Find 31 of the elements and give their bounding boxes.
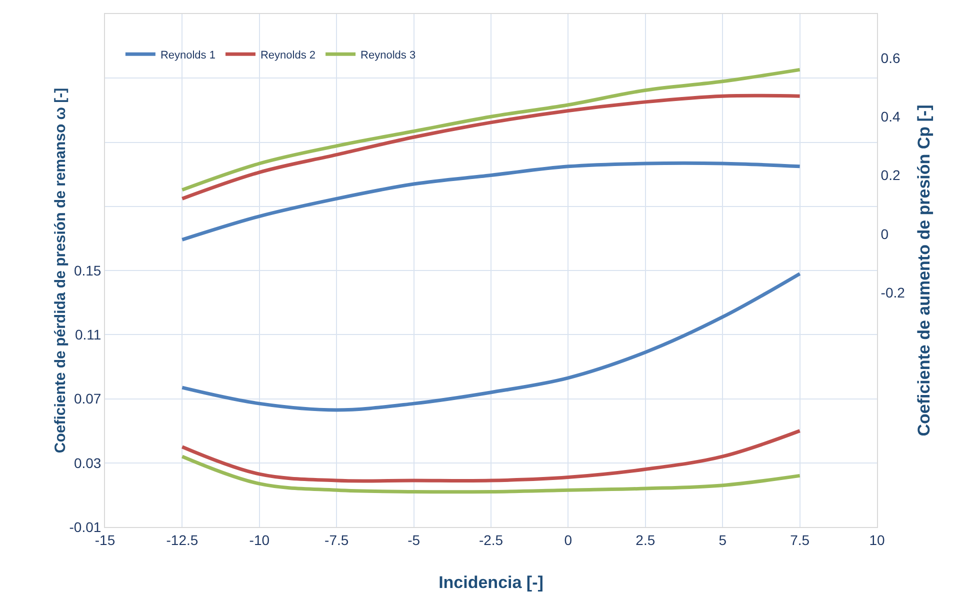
y2-tick-label: -0.2 [880, 284, 906, 300]
x-tick-label: -12.5 [166, 532, 198, 548]
y-tick-label: 0.11 [74, 326, 102, 343]
line-series [180, 272, 802, 412]
x-tick-label: -10 [249, 532, 270, 548]
y2-tick-label: 0.2 [880, 167, 900, 184]
y-tick-label: 0.15 [74, 262, 102, 278]
line-series [180, 94, 802, 200]
legend-label: Reynolds 1 [160, 49, 216, 62]
y2-axis-title: Coeficiente de aumento de presión Cp [-] [914, 104, 934, 436]
x-tick-label: 2.5 [636, 532, 656, 548]
x-tick-label: 5 [718, 532, 727, 548]
x-tick-label: 0 [564, 532, 572, 548]
line-series [180, 454, 802, 494]
legend-label: Reynolds 3 [360, 49, 416, 62]
y-tick-label: 0.03 [74, 454, 102, 471]
line-series [180, 429, 802, 483]
x-tick-label: 10 [869, 532, 885, 548]
x-tick-label: 7.5 [790, 532, 810, 548]
x-tick-label: -2.5 [478, 532, 504, 548]
x-tick-label: -7.5 [324, 532, 349, 548]
legend-label: Reynolds 2 [260, 49, 316, 62]
y2-tick-label: 0.6 [880, 50, 900, 66]
y2-tick-label: 0 [880, 226, 889, 242]
line-series [180, 68, 802, 192]
x-tick-label: -5 [408, 532, 420, 548]
y-tick-label: 0.07 [74, 390, 102, 407]
line-series [180, 161, 802, 242]
y2-tick-label: 0.4 [880, 108, 900, 124]
x-axis-title: Incidencia [-] [438, 573, 544, 592]
y-axis-title: Coeficiente de pérdida de presión de remanso ω [-] [52, 88, 69, 454]
